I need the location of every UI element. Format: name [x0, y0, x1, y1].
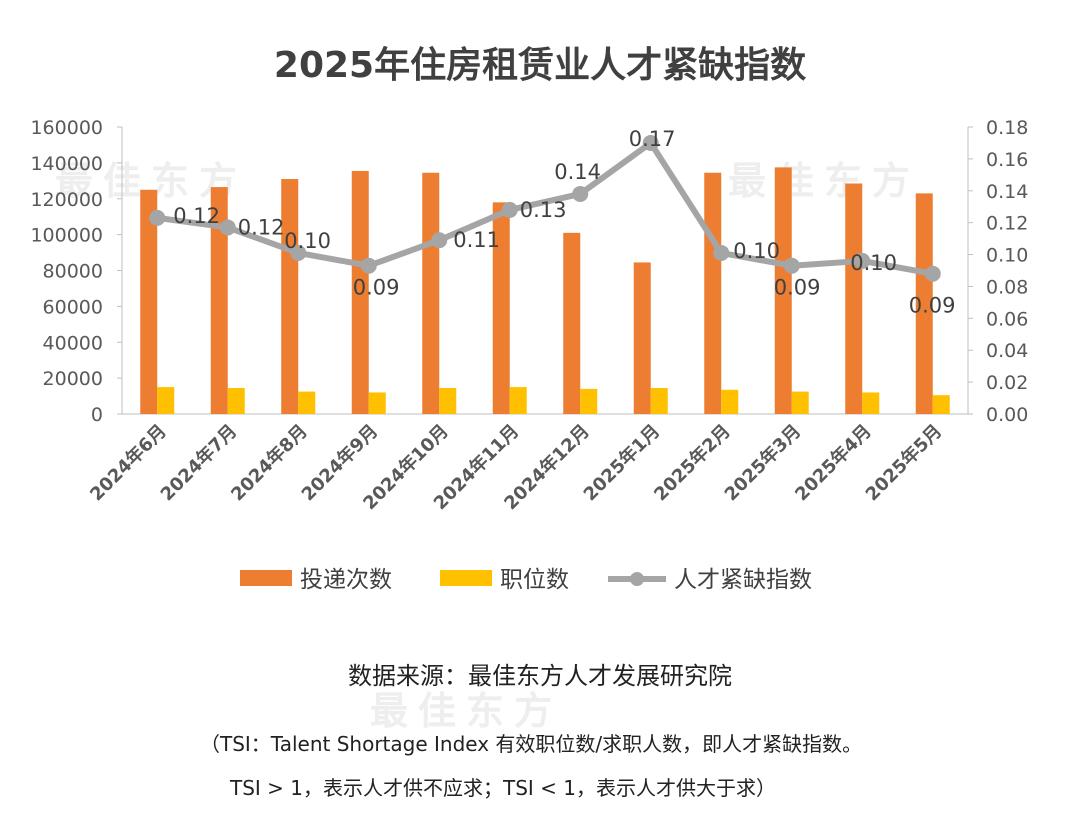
left-tick-label: 0	[91, 404, 103, 426]
data-label: 0.17	[629, 127, 676, 151]
bar-投递次数	[845, 183, 863, 414]
bar-职位数	[580, 388, 598, 414]
line-point	[924, 265, 941, 282]
legend-marker	[630, 572, 644, 586]
data-label: 0.09	[774, 276, 821, 300]
data-label: 0.12	[173, 204, 220, 228]
bar-职位数	[721, 389, 739, 414]
bar-职位数	[439, 387, 457, 414]
bar-投递次数	[563, 232, 581, 414]
line-point	[219, 219, 236, 236]
line-point	[290, 244, 307, 261]
bar-职位数	[509, 387, 527, 414]
bar-投递次数	[492, 202, 510, 414]
bar-投递次数	[281, 179, 299, 414]
bar-职位数	[157, 387, 175, 414]
note-line-2: TSI > 1，表示人才供不应求；TSI < 1，表示人才供大于求）	[230, 776, 777, 800]
line-point	[360, 257, 377, 274]
data-label: 0.10	[284, 229, 331, 253]
bar-投递次数	[422, 172, 440, 414]
bar-投递次数	[351, 170, 369, 414]
legend-swatch	[440, 570, 492, 586]
line-point	[713, 244, 730, 261]
bar-职位数	[932, 395, 950, 414]
chart-title: 2025年住房租赁业人才紧缺指数	[273, 45, 807, 86]
data-label: 0.11	[453, 228, 500, 252]
left-tick-label: 120000	[30, 189, 103, 211]
watermark: 最佳东方	[370, 689, 563, 733]
bar-投递次数	[774, 167, 792, 414]
data-label: 0.14	[554, 160, 601, 184]
watermark: 最佳东方	[728, 159, 921, 203]
bar-投递次数	[633, 262, 651, 414]
left-tick-label: 160000	[30, 117, 103, 139]
left-tick-label: 60000	[43, 296, 103, 318]
x-tick-label: 2025年5月	[861, 420, 946, 505]
line-point	[149, 209, 166, 226]
left-tick-label: 40000	[43, 332, 103, 354]
source-text: 数据来源：最佳东方人才发展研究院	[348, 662, 732, 690]
bar-职位数	[650, 387, 668, 414]
line-point	[572, 185, 589, 202]
line-point	[501, 201, 518, 218]
right-tick-label: 0.08	[986, 276, 1028, 298]
bar-职位数	[791, 391, 809, 414]
bar-投递次数	[140, 189, 158, 414]
left-tick-label: 140000	[30, 153, 103, 175]
line-point	[642, 134, 659, 151]
data-label: 0.09	[353, 276, 400, 300]
bar-职位数	[227, 387, 245, 414]
bar-职位数	[368, 392, 386, 414]
chart-plot: 0 20000 40000 60000 80000 100000 120000 140000 1…	[30, 117, 1028, 593]
legend-label: 人才紧缺指数	[674, 567, 812, 593]
bar-投递次数	[210, 187, 228, 414]
right-tick-label: 0.00	[986, 404, 1028, 426]
right-tick-label: 0.12	[986, 213, 1028, 235]
legend-label: 职位数	[500, 567, 569, 593]
right-tick-label: 0.18	[986, 117, 1028, 139]
left-tick-label: 100000	[30, 225, 103, 247]
line-series	[156, 139, 934, 277]
legend-label: 投递次数	[300, 567, 392, 593]
line-point	[431, 232, 448, 249]
bar-职位数	[862, 392, 880, 414]
bar-投递次数	[704, 172, 722, 414]
legend-swatch	[240, 570, 292, 586]
note-line-1: （TSI：Talent Shortage Index 有效职位数/求职人数，即人…	[200, 732, 863, 756]
left-tick-label: 80000	[43, 261, 103, 283]
bar-投递次数	[915, 193, 933, 414]
data-label: 0.13	[520, 198, 567, 222]
line-point	[783, 257, 800, 274]
line-point	[854, 252, 871, 269]
data-label: 0.09	[909, 294, 956, 318]
right-tick-label: 0.04	[986, 340, 1028, 362]
right-tick-label: 0.10	[986, 245, 1028, 267]
data-label: 0.10	[850, 251, 897, 275]
data-label: 0.10	[733, 239, 780, 263]
right-tick-label: 0.06	[986, 308, 1028, 330]
right-tick-label: 0.14	[986, 181, 1028, 203]
right-tick-label: 0.02	[986, 372, 1028, 394]
bar-职位数	[298, 391, 316, 414]
right-tick-label: 0.16	[986, 149, 1028, 171]
left-tick-label: 20000	[43, 368, 103, 390]
data-label: 0.12	[238, 215, 285, 239]
